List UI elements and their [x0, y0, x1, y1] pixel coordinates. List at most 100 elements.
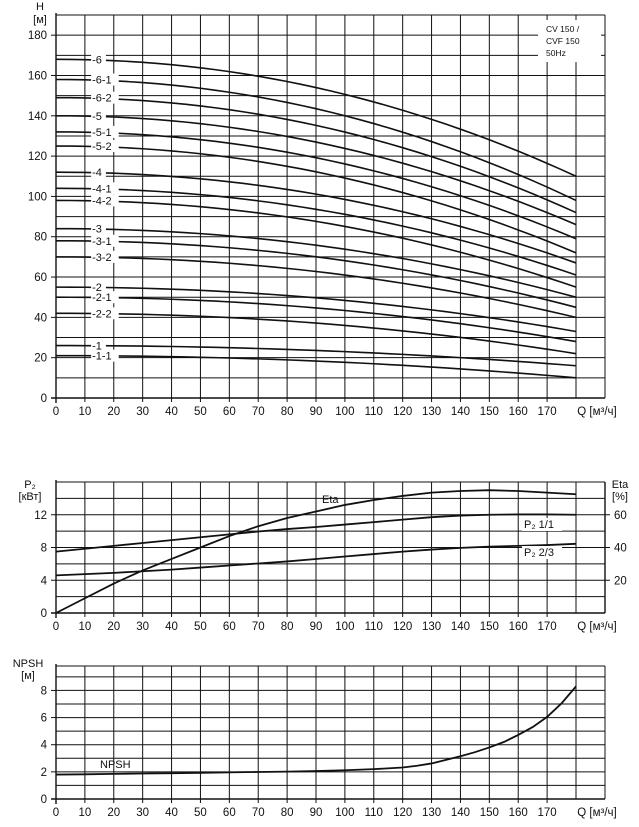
y-tick-label: 0 — [41, 794, 47, 806]
p2-two-thirds-curve-label: P₂ 2/3 — [524, 547, 554, 559]
head-curve — [55, 286, 577, 333]
head-curve-label: -5-2 — [92, 141, 112, 153]
x-tick-label: 110 — [365, 406, 383, 418]
x-tick-label: 110 — [365, 621, 383, 633]
head-curve — [55, 312, 577, 355]
x-axis-label: Q [м³/ч] — [577, 406, 616, 418]
chart-npsh: 0 10 20 30 40 50 60 70 80 90 100 110 120 130 140 150 160… — [13, 658, 617, 819]
x-tick-label: 10 — [78, 406, 91, 418]
y-tick-label: 120 — [28, 151, 47, 163]
head-curve — [55, 239, 577, 309]
y-axis-unit: [м] — [21, 670, 35, 682]
head-curve-label: -5 — [92, 111, 102, 123]
x-tick-label: 20 — [107, 406, 120, 418]
y-tick-label: 80 — [34, 232, 47, 244]
x-tick-label: 90 — [310, 807, 323, 819]
y-axis-unit: [кВт] — [19, 491, 42, 503]
eta-curve-label: Eta — [322, 494, 339, 506]
head-curve-label: -4-1 — [92, 183, 112, 195]
curve-label-bg — [91, 109, 106, 122]
y-axis-label: H — [36, 1, 44, 13]
curve-label-bg — [91, 125, 119, 138]
x-tick-label: 40 — [165, 621, 178, 633]
x-axis-label: Q [м³/ч] — [577, 621, 616, 633]
head-curve — [55, 354, 577, 379]
head-curve — [55, 114, 577, 226]
x-tick-label: 30 — [136, 807, 149, 819]
head-curve — [55, 187, 577, 276]
curve-label-bg — [91, 91, 119, 104]
x-tick-label: 30 — [136, 621, 149, 633]
x-tick-label: 0 — [53, 621, 59, 633]
curve-label-bg — [91, 234, 119, 247]
x-tick-label: 80 — [281, 807, 294, 819]
x-tick-label: 40 — [165, 406, 178, 418]
head-curve-label: -5-1 — [92, 127, 112, 139]
x-tick-label: 40 — [165, 807, 178, 819]
x-tick-label: 140 — [451, 621, 470, 633]
x-tick-label: 150 — [480, 406, 499, 418]
head-curve-label: -4 — [92, 167, 102, 179]
curve-label-bg — [91, 194, 119, 207]
x-tick-label: 10 — [78, 621, 91, 633]
x-tick-label: 20 — [107, 807, 120, 819]
curve-label-bg — [91, 281, 106, 294]
y-tick-label: 100 — [28, 191, 47, 203]
head-curve — [55, 78, 577, 202]
curve-label-bg — [522, 518, 562, 531]
curve-label-bg — [91, 140, 119, 153]
curve-label-bg — [91, 166, 106, 179]
y2-tick-label: 40 — [614, 543, 627, 555]
x-tick-label: 170 — [538, 406, 557, 418]
head-curve — [55, 296, 577, 343]
x-tick-label: 50 — [194, 406, 207, 418]
model-note-line: 50Hz — [546, 48, 566, 58]
curve-label-bg — [91, 349, 119, 362]
head-curve — [55, 227, 577, 298]
x-tick-label: 60 — [223, 406, 236, 418]
x-tick-label: 170 — [538, 807, 557, 819]
head-curve — [55, 256, 577, 319]
x-tick-label: 150 — [480, 807, 499, 819]
x-tick-label: 10 — [78, 807, 91, 819]
x-tick-label: 70 — [252, 621, 265, 633]
head-curve-label: -6-2 — [92, 93, 112, 105]
y-tick-label: 8 — [41, 685, 47, 697]
x-tick-label: 110 — [365, 807, 383, 819]
head-curve — [55, 145, 577, 254]
x-tick-label: 140 — [451, 406, 470, 418]
head-curve — [55, 96, 577, 214]
x-tick-label: 0 — [53, 406, 59, 418]
x-tick-label: 150 — [480, 621, 499, 633]
head-curve-label: -3-1 — [92, 236, 112, 248]
y-tick-label: 8 — [41, 543, 47, 555]
x-tick-label: 80 — [281, 621, 294, 633]
x-axis-label: Q [м³/ч] — [577, 807, 616, 819]
x-tick-label: 120 — [393, 406, 412, 418]
curve-label-bg — [91, 222, 106, 235]
curve-label-bg — [91, 53, 106, 66]
model-note-line: CVF 150 — [546, 36, 580, 46]
curve-label-bg — [91, 339, 106, 352]
x-tick-label: 60 — [223, 807, 236, 819]
y2-axis-unit: [%] — [612, 491, 628, 503]
head-curve — [55, 199, 577, 288]
x-tick-label: 100 — [335, 406, 354, 418]
y-tick-label: 20 — [34, 353, 47, 365]
curve-label-bg — [91, 291, 119, 304]
y-tick-label: 2 — [41, 767, 47, 779]
y-tick-label: 60 — [34, 272, 47, 284]
chart-power: 0 10 20 30 40 50 60 70 80 90 100 110 120 130 140 150 160… — [19, 479, 630, 633]
curve-label-bg — [91, 73, 119, 86]
note-background — [538, 20, 601, 62]
p2-full-curve-label: P₂ 1/1 — [524, 519, 554, 531]
y-axis-unit: [м] — [33, 14, 47, 26]
x-tick-label: 130 — [422, 621, 441, 633]
head-curve — [55, 58, 577, 177]
x-tick-label: 160 — [509, 621, 528, 633]
head-curve-label: -2 — [92, 282, 102, 294]
x-tick-label: 140 — [451, 807, 470, 819]
x-tick-label: 120 — [393, 621, 412, 633]
y-tick-label: 4 — [41, 740, 48, 752]
